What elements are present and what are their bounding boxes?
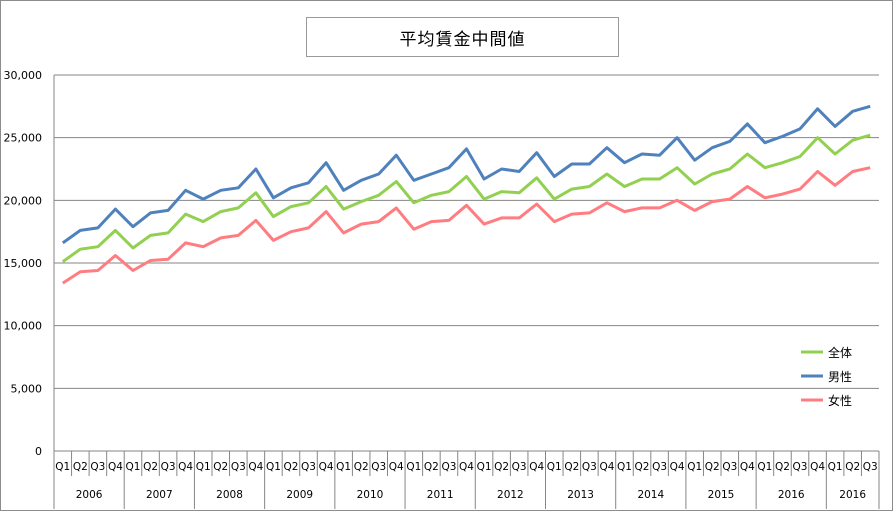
year-label: 2012 — [497, 489, 524, 501]
y-tick-label: 5,000 — [11, 382, 43, 395]
quarter-label: Q4 — [810, 461, 825, 473]
year-label: 2006 — [76, 489, 103, 501]
quarter-label: Q4 — [248, 461, 263, 473]
quarter-label: Q1 — [687, 461, 702, 473]
quarter-label: Q4 — [459, 461, 474, 473]
quarter-label: Q4 — [178, 461, 193, 473]
quarter-label: Q1 — [336, 461, 351, 473]
quarter-label: Q4 — [319, 461, 334, 473]
quarter-label: Q3 — [441, 461, 456, 473]
y-axis: 0 5,000 10,000 15,000 20,000 25,000 30,000 — [4, 69, 55, 458]
quarter-label: Q2 — [424, 461, 439, 473]
quarter-label: Q2 — [143, 461, 158, 473]
quarter-label: Q3 — [371, 461, 386, 473]
quarter-label: Q2 — [845, 461, 860, 473]
year-label: 2016 — [839, 489, 866, 501]
x-axis: Q1 Q2 Q3 Q4 Q1 Q2 Q3 Q4 Q1 Q2 Q3 Q4 Q1 Q2 Q3 Q4 Q1 Q2 Q3 Q4… — [53, 450, 880, 509]
y-tick-label: 20,000 — [4, 194, 43, 207]
quarter-label: Q3 — [722, 461, 737, 473]
quarter-label: Q3 — [652, 461, 667, 473]
year-label: 2007 — [146, 489, 173, 501]
quarter-label: Q2 — [564, 461, 579, 473]
quarter-label: Q3 — [863, 461, 878, 473]
quarter-label: Q3 — [301, 461, 316, 473]
quarter-label: Q2 — [705, 461, 720, 473]
y-tick-label: 0 — [35, 445, 42, 458]
quarter-label: Q2 — [775, 461, 790, 473]
quarter-label: Q1 — [126, 461, 141, 473]
quarter-label: Q3 — [231, 461, 246, 473]
year-label: 2008 — [216, 489, 243, 501]
series-line — [61, 104, 871, 245]
quarter-label: Q1 — [266, 461, 281, 473]
y-tick-label: 10,000 — [4, 320, 43, 333]
series-line — [61, 133, 871, 263]
gridlines — [54, 74, 879, 389]
legend-label: 女性 — [828, 393, 852, 408]
year-label: 2016 — [778, 489, 805, 501]
legend-label: 全体 — [828, 345, 852, 360]
year-label: 2010 — [357, 489, 384, 501]
year-label: 2013 — [567, 489, 594, 501]
y-tick-label: 15,000 — [4, 257, 43, 270]
quarter-label: Q2 — [73, 461, 88, 473]
quarter-label: Q2 — [635, 461, 650, 473]
quarter-label: Q1 — [547, 461, 562, 473]
quarter-label: Q1 — [406, 461, 421, 473]
quarter-label: Q3 — [512, 461, 527, 473]
series-line — [61, 166, 871, 285]
quarter-label: Q1 — [477, 461, 492, 473]
quarter-label: Q3 — [793, 461, 808, 473]
quarter-label: Q2 — [213, 461, 228, 473]
quarter-label: Q3 — [161, 461, 176, 473]
quarter-label: Q3 — [90, 461, 105, 473]
quarter-label: Q2 — [283, 461, 298, 473]
chart-title: 平均賃金中間値 — [306, 17, 619, 57]
quarter-label: Q2 — [354, 461, 369, 473]
year-label: 2011 — [427, 489, 454, 501]
legend-label: 男性 — [828, 370, 852, 384]
y-tick-label: 25,000 — [4, 132, 43, 145]
quarter-label: Q2 — [494, 461, 509, 473]
y-tick-label: 30,000 — [4, 69, 43, 82]
quarter-label: Q4 — [599, 461, 614, 473]
quarter-label: Q3 — [582, 461, 597, 473]
quarter-label: Q1 — [55, 461, 70, 473]
series-lines — [61, 104, 871, 285]
quarter-label: Q4 — [740, 461, 755, 473]
year-label: 2015 — [708, 489, 735, 501]
quarter-label: Q1 — [617, 461, 632, 473]
quarter-label: Q4 — [529, 461, 544, 473]
quarter-label: Q4 — [670, 461, 685, 473]
quarter-label: Q4 — [389, 461, 404, 473]
quarter-label: Q1 — [196, 461, 211, 473]
quarter-label: Q1 — [757, 461, 772, 473]
quarter-label: Q1 — [828, 461, 843, 473]
year-label: 2009 — [286, 489, 313, 501]
year-label: 2014 — [637, 489, 664, 501]
quarter-label: Q4 — [108, 461, 123, 473]
